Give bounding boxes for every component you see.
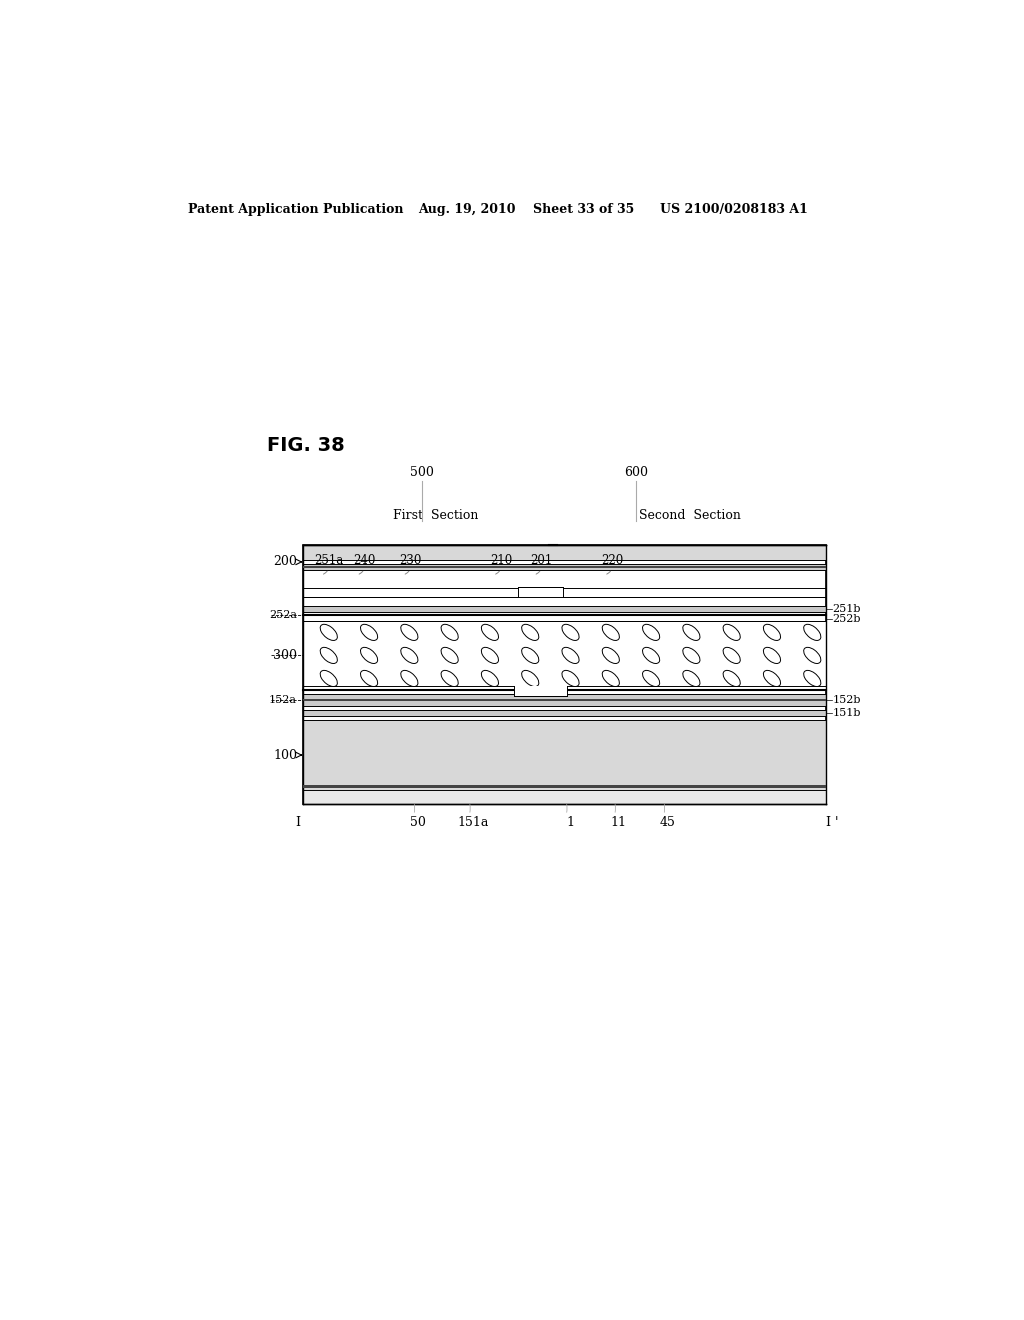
Bar: [303, 789, 826, 804]
Text: Patent Application Publication: Patent Application Publication: [187, 203, 403, 215]
Text: Aug. 19, 2010: Aug. 19, 2010: [418, 203, 515, 215]
Text: 252b: 252b: [833, 614, 861, 624]
Ellipse shape: [400, 624, 418, 640]
Ellipse shape: [321, 647, 337, 664]
Bar: [518, 587, 563, 598]
Ellipse shape: [642, 671, 659, 686]
Text: 500: 500: [410, 466, 433, 479]
Ellipse shape: [763, 671, 780, 686]
Ellipse shape: [441, 647, 458, 664]
Ellipse shape: [441, 671, 458, 686]
Ellipse shape: [642, 647, 659, 664]
Ellipse shape: [602, 624, 620, 640]
Ellipse shape: [481, 671, 499, 686]
Text: 251b: 251b: [833, 603, 861, 614]
Text: 220: 220: [601, 554, 624, 568]
Ellipse shape: [521, 624, 539, 640]
Text: 200: 200: [273, 556, 297, 569]
Text: I: I: [295, 816, 300, 829]
Ellipse shape: [360, 624, 378, 640]
Bar: [514, 686, 567, 696]
Ellipse shape: [804, 647, 821, 664]
Text: 152b: 152b: [833, 696, 861, 705]
Bar: [303, 566, 826, 569]
Ellipse shape: [602, 671, 620, 686]
Ellipse shape: [804, 671, 821, 686]
Ellipse shape: [763, 647, 780, 664]
Ellipse shape: [360, 671, 378, 686]
Ellipse shape: [441, 624, 458, 640]
Ellipse shape: [804, 624, 821, 640]
Ellipse shape: [321, 671, 337, 686]
Ellipse shape: [481, 647, 499, 664]
Ellipse shape: [400, 647, 418, 664]
Text: 251a: 251a: [314, 554, 343, 568]
Bar: [303, 545, 826, 560]
Bar: [303, 698, 826, 701]
Ellipse shape: [763, 624, 780, 640]
Bar: [303, 721, 826, 789]
Bar: [303, 545, 826, 804]
Text: 100: 100: [273, 748, 297, 762]
Ellipse shape: [642, 624, 659, 640]
Ellipse shape: [360, 647, 378, 664]
Text: 1: 1: [566, 816, 574, 829]
Ellipse shape: [683, 647, 700, 664]
Text: 45: 45: [659, 816, 676, 829]
Ellipse shape: [602, 647, 620, 664]
Bar: [303, 620, 826, 690]
Ellipse shape: [521, 671, 539, 686]
Text: 240: 240: [353, 554, 376, 568]
Text: Sheet 33 of 35: Sheet 33 of 35: [532, 203, 634, 215]
Text: US 2100/0208183 A1: US 2100/0208183 A1: [659, 203, 808, 215]
Ellipse shape: [723, 624, 740, 640]
Text: 210: 210: [489, 554, 512, 568]
Ellipse shape: [400, 671, 418, 686]
Bar: [303, 606, 826, 611]
Ellipse shape: [562, 647, 580, 664]
Text: Second  Section: Second Section: [639, 510, 740, 523]
Ellipse shape: [562, 671, 580, 686]
Ellipse shape: [481, 624, 499, 640]
Ellipse shape: [321, 624, 337, 640]
Text: 300: 300: [273, 649, 297, 661]
Text: FIG. 38: FIG. 38: [267, 436, 345, 454]
Bar: [303, 710, 826, 717]
Text: 151b: 151b: [833, 709, 861, 718]
Text: First  Section: First Section: [393, 510, 478, 523]
Ellipse shape: [683, 671, 700, 686]
Text: 230: 230: [399, 554, 422, 568]
Bar: [303, 694, 826, 706]
Text: I ': I ': [826, 816, 839, 829]
Ellipse shape: [521, 647, 539, 664]
Text: 201: 201: [530, 554, 553, 568]
Text: 600: 600: [624, 466, 648, 479]
Text: 252a: 252a: [269, 610, 297, 620]
Text: 152a: 152a: [269, 696, 297, 705]
Text: 50: 50: [410, 816, 426, 829]
Bar: [303, 564, 826, 570]
Ellipse shape: [723, 671, 740, 686]
Bar: [303, 785, 826, 788]
Ellipse shape: [562, 624, 580, 640]
Text: 151a: 151a: [458, 816, 488, 829]
Ellipse shape: [723, 647, 740, 664]
Text: 11: 11: [610, 816, 627, 829]
Ellipse shape: [683, 624, 700, 640]
